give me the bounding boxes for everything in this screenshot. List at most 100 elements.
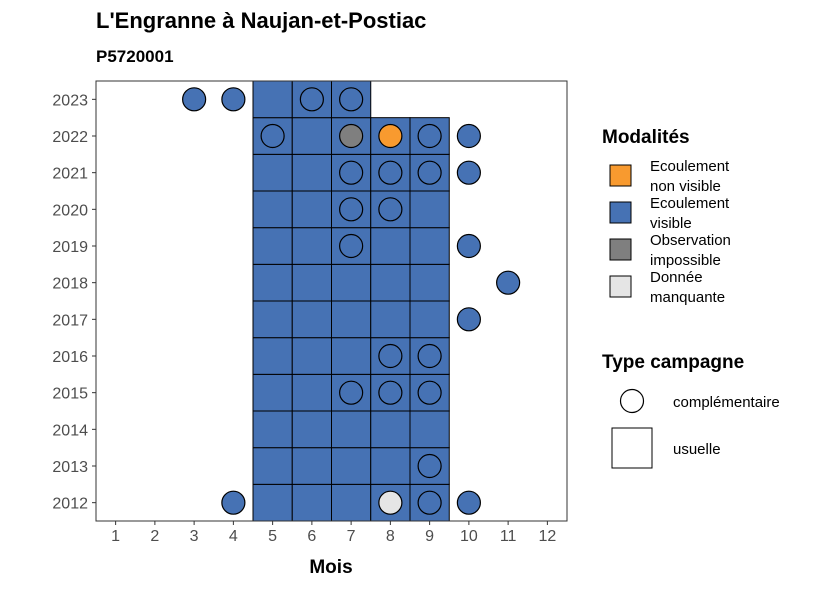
usuelle-cell-2012-7 (331, 483, 372, 522)
usuelle-cell-2018-7 (331, 263, 372, 302)
x-axis: 1 2 3 4 5 6 7 8 9 10 11 12 (111, 521, 556, 545)
complementaire-point-2020-7 (339, 197, 364, 222)
usuelle-cell-2017-9 (409, 300, 450, 339)
x-tick-label-3: 3 (190, 528, 199, 545)
complementaire-point-2015-7 (339, 380, 364, 405)
complementaire-point-2016-9 (417, 343, 442, 369)
legend-shape-usuelle (611, 427, 653, 469)
complementaire-point-2017-10 (456, 307, 481, 332)
usuelle-cell-2020-5 (252, 190, 293, 229)
complementaire-point-2015-9 (417, 380, 442, 405)
x-tick-label-9: 9 (425, 528, 434, 545)
usuelle-cell-2013-7 (331, 447, 372, 485)
usuelle-cell-2015-6 (291, 373, 332, 412)
legend-label-usuelle: usuelle (673, 441, 721, 458)
complementaire-point-2022-5 (260, 123, 285, 149)
usuelle-cell-2019-8 (370, 227, 411, 265)
y-tick-label-2022: 2022 (52, 129, 88, 146)
legend-label-ecoulement_visible-line1: Ecoulement (650, 195, 730, 212)
usuelle-cell-2022-6 (291, 117, 332, 155)
legend-swatch-ecoulement_visible (609, 201, 632, 224)
usuelle-cell-2023-5 (252, 80, 293, 119)
usuelle-cell-2021-5 (252, 153, 293, 192)
legend-shape-complementaire (619, 388, 645, 414)
plot-border (95, 80, 568, 522)
y-tick-label-2012: 2012 (52, 496, 88, 513)
complementaire-point-2022-8 (378, 123, 403, 149)
y-tick-label-2017: 2017 (52, 312, 88, 329)
usuelle-cell-2013-6 (291, 447, 332, 485)
legend-swatch-ecoulement_non_visible (609, 164, 632, 187)
complementaire-point-2020-8 (378, 197, 403, 222)
legend-label-observation_impossible-line2: impossible (650, 252, 721, 269)
usuelle-cell-2015-5 (252, 373, 293, 412)
usuelle-cell-2014-9 (409, 410, 450, 449)
usuelle-cell-2020-6 (291, 190, 332, 229)
legend-swatch-observation_impossible (609, 238, 632, 261)
x-tick-label-10: 10 (460, 528, 478, 545)
complementaire-point-2012-10 (456, 490, 481, 515)
usuelle-cell-2016-6 (291, 337, 332, 375)
usuelle-cell-2017-8 (370, 300, 411, 339)
legend-label-ecoulement_visible-line2: visible (650, 215, 692, 232)
complementaire-point-2019-10 (456, 233, 481, 259)
complementaire-point-2019-7 (339, 233, 364, 259)
usuelle-cell-2019-6 (291, 227, 332, 265)
chart-title: L'Engranne à Naujan-et-Postiac (96, 8, 426, 33)
usuelle-cell-2017-5 (252, 300, 293, 339)
legend-label-complementaire: complémentaire (673, 394, 780, 411)
complementaire-point-2012-9 (417, 490, 442, 515)
x-tick-label-5: 5 (268, 528, 277, 545)
y-tick-label-2023: 2023 (52, 92, 88, 109)
usuelle-cell-2016-7 (331, 337, 372, 375)
y-tick-label-2016: 2016 (52, 349, 88, 366)
complementaire-point-2015-8 (378, 380, 403, 405)
legend-label-donnee_manquante-line2: manquante (650, 289, 725, 306)
complementaire-point-2021-7 (339, 160, 364, 185)
complementaire-point-2023-3 (182, 87, 207, 112)
complementaire-point-2012-8 (378, 490, 403, 515)
usuelle-cell-2013-8 (370, 447, 411, 485)
x-tick-label-11: 11 (500, 528, 517, 545)
complementaire-point-2012-4 (221, 490, 246, 515)
legend-label-ecoulement_non_visible-line1: Ecoulement (650, 158, 730, 175)
usuelle-cell-2018-6 (291, 263, 332, 302)
y-tick-label-2021: 2021 (52, 166, 88, 183)
usuelle-cell-2012-6 (291, 483, 332, 522)
complementaire-point-2023-6 (299, 87, 324, 112)
usuelle-cell-2014-5 (252, 410, 293, 449)
complementaire-points (182, 87, 521, 515)
y-axis: 2012 2013 2014 2015 2016 2017 2018 2019 2020 2021… (52, 92, 96, 513)
legend-title-modalites: Modalités (602, 127, 690, 148)
complementaire-point-2018-11 (496, 270, 521, 295)
y-tick-label-2013: 2013 (52, 459, 88, 476)
usuelle-cell-2019-9 (409, 227, 450, 265)
legend-swatch-donnee_manquante (609, 275, 632, 298)
y-tick-label-2015: 2015 (52, 386, 88, 403)
x-tick-label-2: 2 (150, 528, 159, 545)
usuelle-cell-2021-6 (291, 153, 332, 192)
x-tick-label-12: 12 (538, 528, 556, 545)
usuelle-cell-2014-7 (331, 410, 372, 449)
complementaire-point-2022-9 (417, 123, 442, 149)
usuelle-cell-2014-6 (291, 410, 332, 449)
usuelle-cell-2020-9 (409, 190, 450, 229)
y-tick-label-2014: 2014 (52, 422, 88, 439)
y-tick-label-2020: 2020 (52, 202, 88, 219)
complementaire-point-2021-10 (456, 160, 481, 185)
legend-title-type-campagne: Type campagne (602, 352, 744, 373)
usuelle-cell-2019-5 (252, 227, 293, 265)
usuelle-cell-2014-8 (370, 410, 411, 449)
usuelle-cell-2018-8 (370, 263, 411, 302)
x-axis-title: Mois (309, 557, 352, 578)
usuelle-cell-2018-5 (252, 263, 293, 302)
legend-label-ecoulement_non_visible-line2: non visible (650, 178, 721, 195)
usuelle-cell-2017-6 (291, 300, 332, 339)
usuelle-cell-2018-9 (409, 263, 450, 302)
complementaire-point-2023-7 (339, 87, 364, 112)
usuelle-cells (252, 80, 450, 522)
y-tick-label-2019: 2019 (52, 239, 88, 256)
